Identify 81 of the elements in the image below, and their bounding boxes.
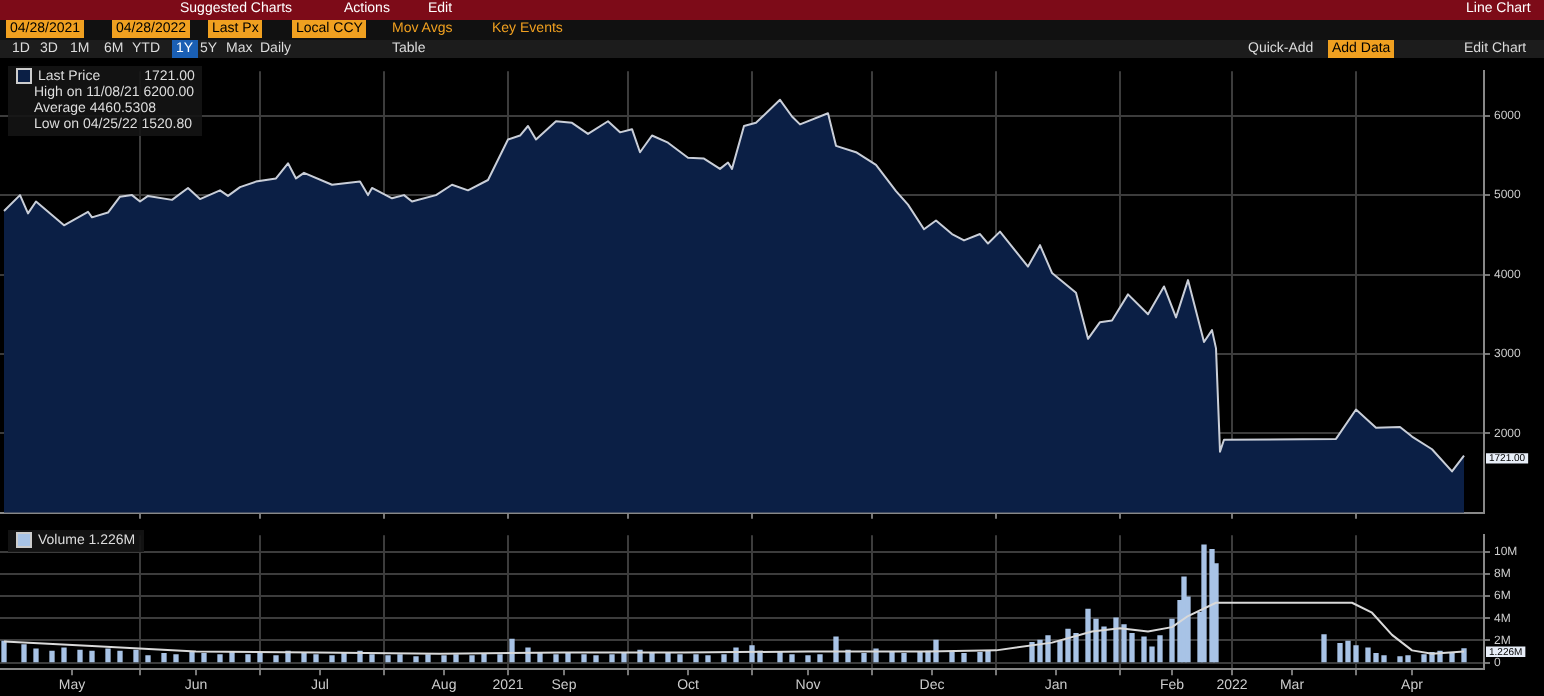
bar: [961, 653, 967, 663]
bar: [705, 655, 711, 663]
bar: [469, 655, 475, 663]
bar: [201, 653, 207, 663]
bar: [245, 654, 251, 663]
bar: [161, 653, 167, 663]
bar: [777, 651, 783, 663]
bar: [789, 654, 795, 663]
bar: [861, 653, 867, 663]
bar: [1113, 617, 1119, 663]
bar: [329, 655, 335, 663]
bar: [301, 653, 307, 663]
bar: [901, 653, 907, 663]
bar: [397, 654, 403, 663]
bar: [509, 638, 515, 663]
bar: [593, 655, 599, 663]
bar: [805, 655, 811, 663]
bar: [1381, 655, 1387, 663]
bar: [1201, 544, 1207, 663]
bar: [61, 647, 67, 663]
bar: [721, 654, 727, 663]
bar: [917, 651, 923, 663]
bar: [273, 655, 279, 663]
bar: [1101, 626, 1107, 663]
bar: [189, 651, 195, 663]
bar: [949, 651, 955, 663]
bar: [217, 654, 223, 663]
bar: [1365, 647, 1371, 663]
bar: [1345, 640, 1351, 663]
bar: [1037, 639, 1043, 663]
bar: [497, 654, 503, 663]
bar: [1073, 633, 1079, 663]
bar: [413, 656, 419, 663]
bar: [985, 650, 991, 663]
bar: [889, 651, 895, 663]
bar: [581, 654, 587, 663]
bar: [89, 650, 95, 663]
bar: [1141, 636, 1147, 663]
bar: [1337, 643, 1343, 663]
bar: [1157, 635, 1163, 663]
bar: [1045, 635, 1051, 663]
bar: [693, 654, 699, 663]
bar: [313, 654, 319, 663]
bar: [1321, 634, 1327, 663]
bar: [229, 651, 235, 663]
bar: [1085, 608, 1091, 663]
bar: [105, 648, 111, 663]
bar: [621, 653, 627, 663]
bar: [133, 649, 139, 663]
bar: [77, 649, 83, 663]
bar: [677, 654, 683, 663]
bar: [145, 655, 151, 663]
bar: [385, 655, 391, 663]
bar: [1029, 641, 1035, 663]
bar: [1121, 624, 1127, 663]
bar: [481, 653, 487, 663]
bar: [1373, 653, 1379, 663]
bar: [1353, 645, 1359, 663]
bar: [1405, 655, 1411, 663]
bar: [833, 636, 839, 663]
bar: [1065, 628, 1071, 663]
bar: [665, 653, 671, 663]
bar: [1449, 651, 1455, 663]
bar: [1461, 648, 1467, 663]
bar: [441, 655, 447, 663]
bar: [565, 653, 571, 663]
bar: [33, 648, 39, 663]
bar: [609, 654, 615, 663]
bar: [553, 654, 559, 663]
bar: [1397, 656, 1403, 663]
bar: [977, 651, 983, 663]
bar: [1421, 654, 1427, 663]
bar: [257, 653, 263, 663]
bar: [21, 644, 27, 663]
bar: [369, 654, 375, 663]
bar: [117, 650, 123, 663]
bar: [537, 653, 543, 663]
bar: [1, 640, 7, 663]
bar: [173, 654, 179, 663]
bar: [49, 650, 55, 663]
bar: [817, 654, 823, 663]
